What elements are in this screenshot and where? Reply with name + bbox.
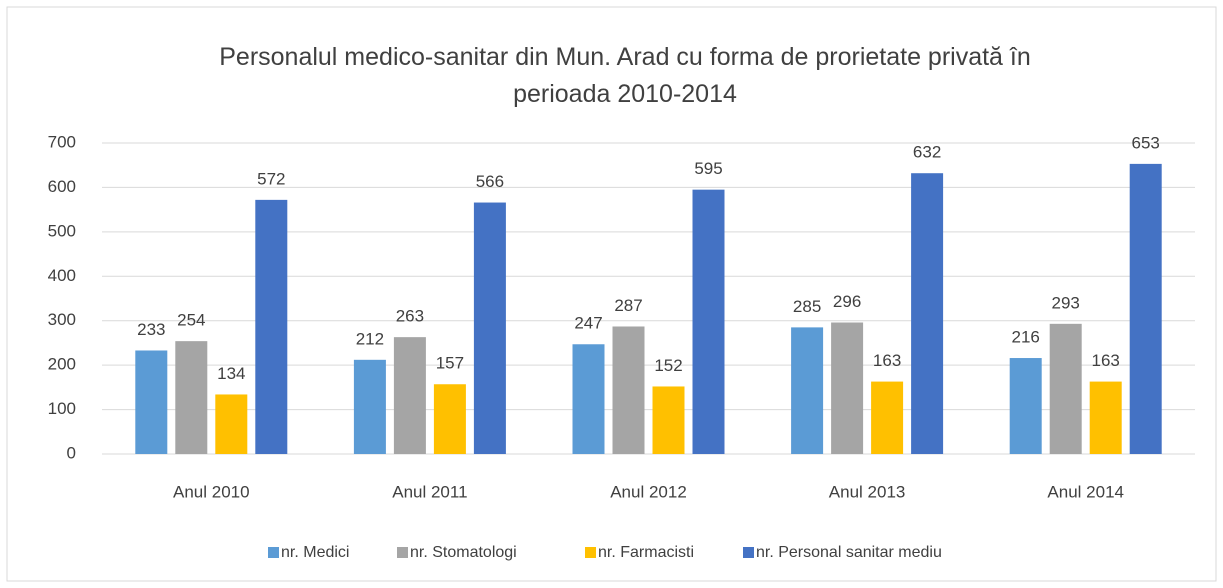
- legend-swatch: [397, 547, 408, 558]
- bar: [652, 386, 685, 454]
- data-label: 134: [217, 364, 245, 383]
- legend-swatch: [743, 547, 754, 558]
- chart-border: [6, 6, 1217, 582]
- data-label: 566: [476, 172, 504, 191]
- data-label: 287: [614, 296, 642, 315]
- data-label: 285: [793, 297, 821, 316]
- bar: [175, 341, 208, 454]
- y-tick-label: 400: [48, 266, 76, 285]
- legend-label: nr. Farmacisti: [598, 544, 694, 561]
- data-label: 263: [396, 307, 424, 326]
- data-label: 152: [654, 356, 682, 375]
- bar: [692, 189, 725, 454]
- bar: [831, 322, 864, 454]
- bar: [911, 173, 944, 454]
- legend-swatch: [268, 547, 279, 558]
- bar: [135, 350, 168, 454]
- bar: [393, 337, 426, 454]
- data-label: 572: [257, 169, 285, 188]
- bar: [871, 381, 904, 454]
- data-label: 632: [913, 143, 941, 162]
- bar: [215, 394, 248, 454]
- bar: [572, 344, 605, 454]
- bar: [255, 199, 288, 454]
- y-tick-label: 100: [48, 399, 76, 418]
- data-label: 296: [833, 292, 861, 311]
- bar: [1049, 323, 1082, 454]
- data-label: 595: [694, 159, 722, 178]
- data-label: 212: [356, 329, 384, 348]
- legend-swatch: [585, 547, 596, 558]
- chart-title: Personalul medico-sanitar din Mun. Arad …: [219, 43, 1031, 108]
- y-tick-label: 200: [48, 355, 76, 374]
- x-tick-label: Anul 2013: [829, 482, 906, 501]
- bar: [473, 202, 506, 454]
- legend-label: nr. Stomatologi: [410, 544, 517, 561]
- data-label: 157: [436, 354, 464, 373]
- bar: [1089, 381, 1122, 454]
- y-tick-label: 600: [48, 177, 76, 196]
- data-label: 216: [1012, 328, 1040, 347]
- x-tick-label: Anul 2014: [1047, 482, 1124, 501]
- bar: [433, 384, 466, 454]
- x-tick-label: Anul 2011: [392, 482, 467, 501]
- data-label: 247: [574, 314, 602, 333]
- x-tick-label: Anul 2010: [173, 482, 250, 501]
- data-label: 653: [1132, 133, 1160, 152]
- x-tick-label: Anul 2012: [610, 482, 687, 501]
- y-tick-label: 300: [48, 310, 76, 329]
- data-label: 233: [137, 320, 165, 339]
- bar: [612, 326, 645, 454]
- y-tick-label: 700: [48, 132, 76, 151]
- bar: [791, 327, 824, 454]
- data-label: 163: [873, 351, 901, 370]
- legend-label: nr. Personal sanitar mediu: [756, 544, 942, 561]
- data-label: 293: [1052, 293, 1080, 312]
- data-label: 254: [177, 311, 205, 330]
- data-label: 163: [1092, 351, 1120, 370]
- bar: [1129, 163, 1162, 455]
- y-tick-label: 0: [67, 443, 76, 462]
- bar: [353, 359, 386, 454]
- y-tick-label: 500: [48, 221, 76, 240]
- legend-label: nr. Medici: [281, 544, 349, 561]
- bar: [1009, 358, 1042, 454]
